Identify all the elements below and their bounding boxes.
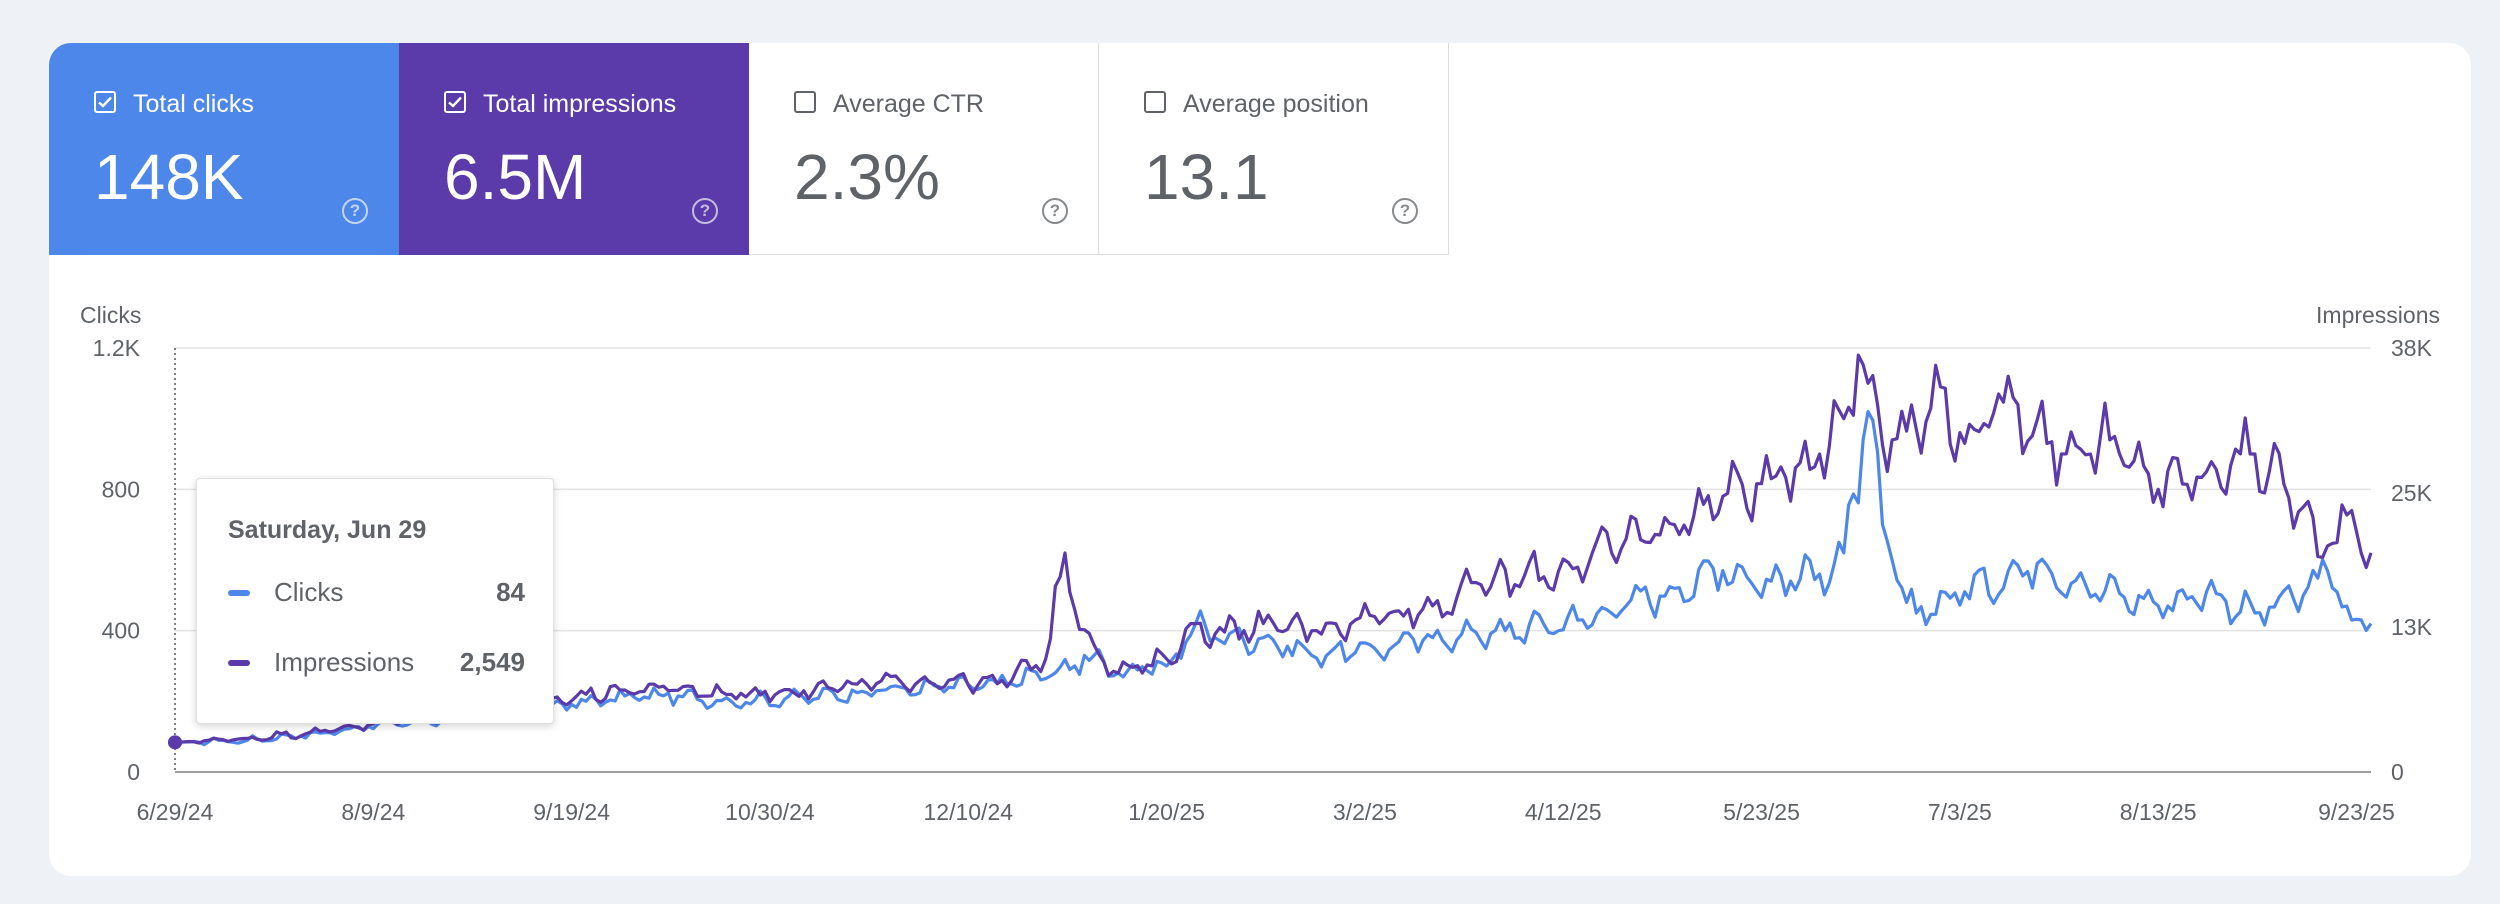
metric-total-clicks[interactable]: Total clicks 148K ? <box>49 43 399 255</box>
x-tick-label: 7/3/25 <box>1928 799 1992 825</box>
x-tick-label: 8/9/24 <box>341 799 405 825</box>
y-right-tick-label: 13K <box>2391 614 2433 640</box>
y-right-tick-label: 25K <box>2391 480 2433 506</box>
x-tick-label: 8/13/25 <box>2120 799 2197 825</box>
x-tick-label: 10/30/24 <box>725 799 815 825</box>
help-icon[interactable]: ? <box>692 198 718 224</box>
metric-value: 148K <box>94 141 244 213</box>
tooltip-row-impressions: Impressions 2,549 <box>228 647 525 677</box>
metric-label: Total clicks <box>133 90 254 118</box>
checkbox-unchecked-icon[interactable] <box>1144 91 1166 113</box>
y-right-tick-label: 38K <box>2391 335 2433 361</box>
x-tick-label: 6/29/24 <box>137 799 214 825</box>
x-tick-label: 5/23/25 <box>1723 799 1800 825</box>
tooltip-row-clicks: Clicks 84 <box>228 577 525 607</box>
tooltip-date: Saturday, Jun 29 <box>228 516 427 544</box>
help-icon[interactable]: ? <box>1042 198 1068 224</box>
metric-label: Average CTR <box>833 90 984 118</box>
y-left-tick-label: 400 <box>102 618 140 644</box>
help-icon[interactable]: ? <box>342 198 368 224</box>
tooltip-row-name: Clicks <box>274 577 344 607</box>
checkbox-unchecked-icon[interactable] <box>794 91 816 113</box>
metric-value: 2.3% <box>794 141 940 213</box>
x-tick-label: 3/2/25 <box>1333 799 1397 825</box>
impressions-swatch <box>228 660 250 666</box>
tooltip-row-value: 84 <box>496 577 525 607</box>
right-axis-title: Impressions <box>2316 302 2440 328</box>
help-icon[interactable]: ? <box>1392 198 1418 224</box>
metric-tabs: Total clicks 148K ? Total impressions 6.… <box>49 43 1449 255</box>
metric-average-ctr[interactable]: Average CTR 2.3% ? <box>749 43 1099 255</box>
x-tick-label: 9/23/25 <box>2318 799 2395 825</box>
metric-label: Average position <box>1183 90 1369 118</box>
clicks-swatch <box>228 590 250 596</box>
y-right-tick-label: 0 <box>2391 759 2404 785</box>
y-left-tick-label: 1.2K <box>93 335 141 361</box>
checkbox-checked-icon[interactable] <box>444 91 466 113</box>
y-left-tick-label: 800 <box>102 476 140 502</box>
left-axis-title: Clicks <box>80 302 141 328</box>
x-tick-label: 4/12/25 <box>1525 799 1602 825</box>
hover-point-impressions <box>168 735 182 750</box>
tooltip-row-value: 2,549 <box>459 647 525 677</box>
metric-total-impressions[interactable]: Total impressions 6.5M ? <box>399 43 749 255</box>
chart-tooltip: Saturday, Jun 29 Clicks 84 Impressions 2… <box>196 478 554 724</box>
x-tick-label: 12/10/24 <box>924 799 1014 825</box>
checkbox-checked-icon[interactable] <box>94 91 116 113</box>
performance-card: Total clicks 148K ? Total impressions 6.… <box>49 43 2471 876</box>
x-tick-label: 9/19/24 <box>533 799 610 825</box>
y-left-tick-label: 0 <box>127 759 140 785</box>
metric-value: 13.1 <box>1144 141 1269 213</box>
metric-label: Total impressions <box>483 90 677 118</box>
performance-chart[interactable]: 0 400 800 1.2K 0 13K 25K 38K Clicks Impressions 6/… <box>49 43 2471 876</box>
metric-average-position[interactable]: Average position 13.1 ? <box>1099 43 1449 255</box>
x-tick-label: 1/20/25 <box>1128 799 1205 825</box>
tooltip-row-name: Impressions <box>274 647 415 677</box>
metric-value: 6.5M <box>444 141 587 213</box>
